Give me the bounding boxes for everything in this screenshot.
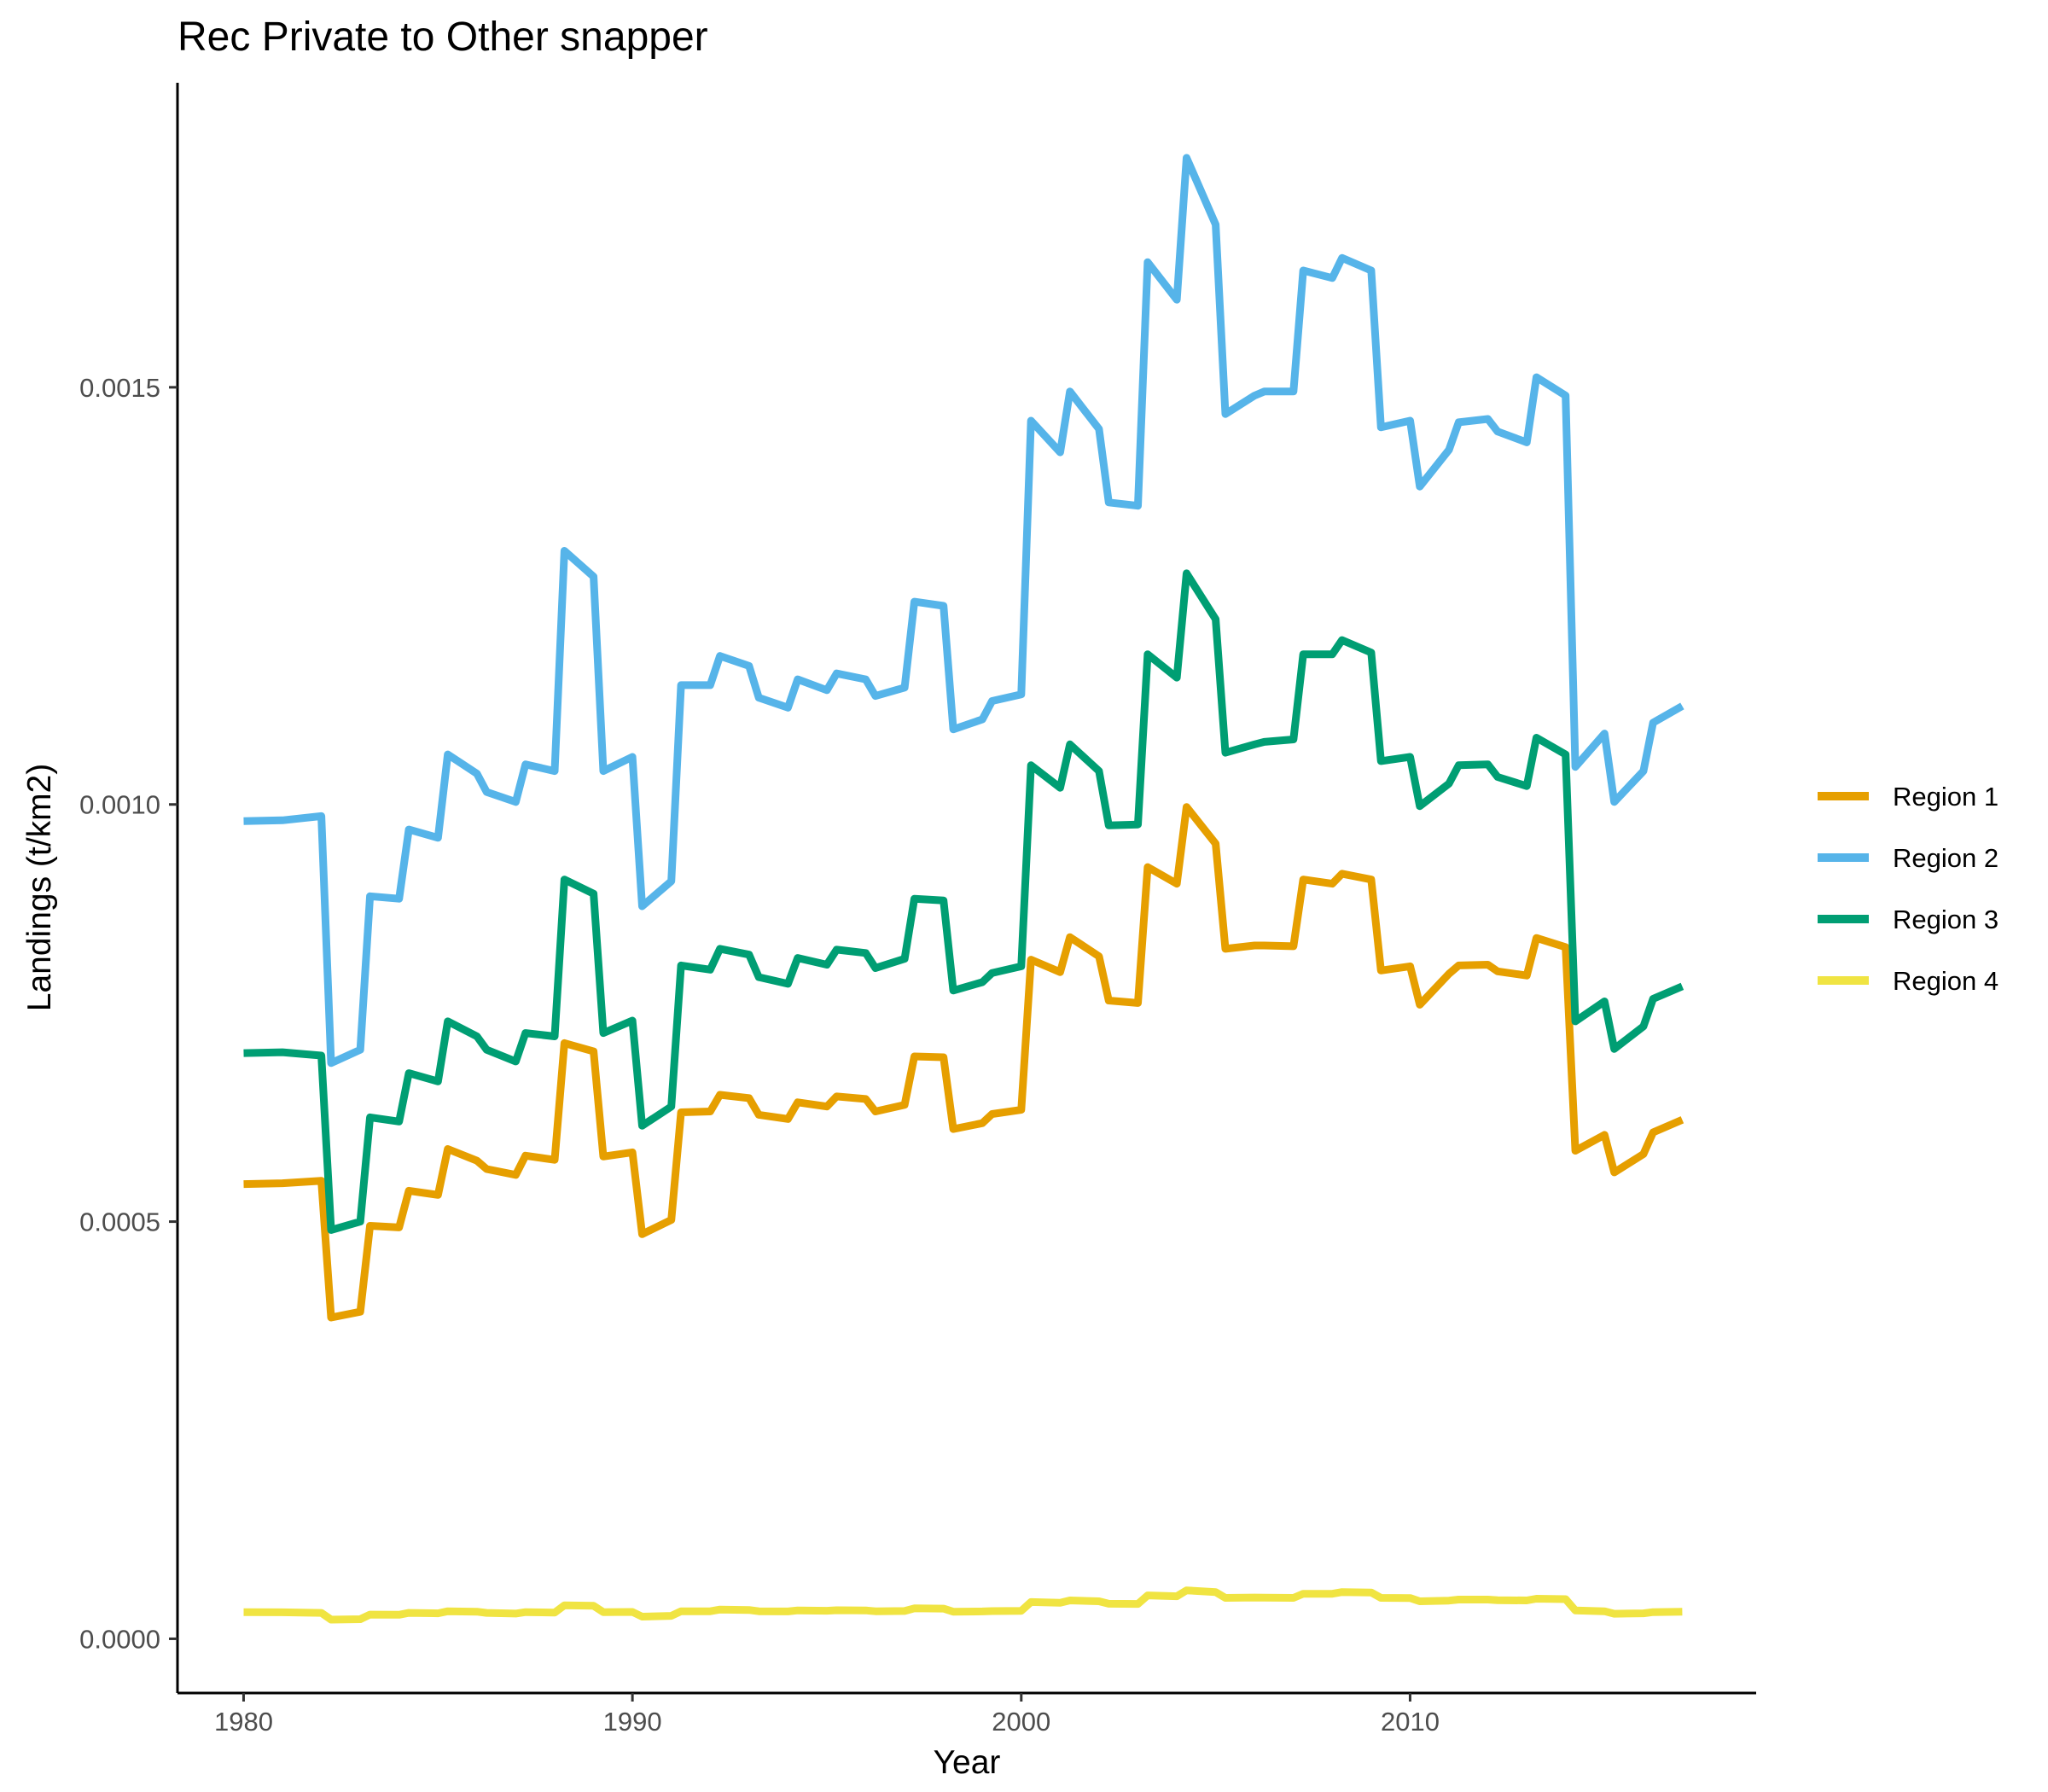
y-axis-title: Landings (t/km2) [21,764,58,1011]
y-tick-label: 0.0000 [79,1624,160,1654]
x-axis-ticks: 1980 1990 2000 2010 [214,1693,1440,1737]
x-tick-label: 1990 [603,1707,662,1737]
series-line-region-3 [243,569,1684,1234]
legend-label-region-4: Region 4 [1893,966,1999,996]
x-tick-label: 2000 [992,1707,1050,1737]
legend-label-region-2: Region 2 [1893,843,1999,873]
legend-label-region-1: Region 1 [1893,782,1999,812]
y-tick-label: 0.0005 [79,1207,160,1237]
y-axis-ticks: 0.0000 0.0005 0.0010 0.0015 [79,373,177,1654]
legend: Region 1 Region 2 Region 3 Region 4 [1818,782,1999,996]
x-axis-title: Year [934,1744,1001,1781]
chart-title: Rec Private to Other snapper [177,15,708,60]
series-line-region-4 [243,1586,1683,1624]
x-tick-label: 2010 [1381,1707,1440,1737]
series-line-region-1 [243,803,1684,1322]
x-tick-label: 1980 [214,1707,273,1737]
y-tick-label: 0.0015 [79,373,160,403]
plot-area [243,154,1684,1624]
series-line-region-2 [243,154,1684,1068]
legend-label-region-3: Region 3 [1893,905,1999,934]
y-tick-label: 0.0010 [79,790,160,820]
